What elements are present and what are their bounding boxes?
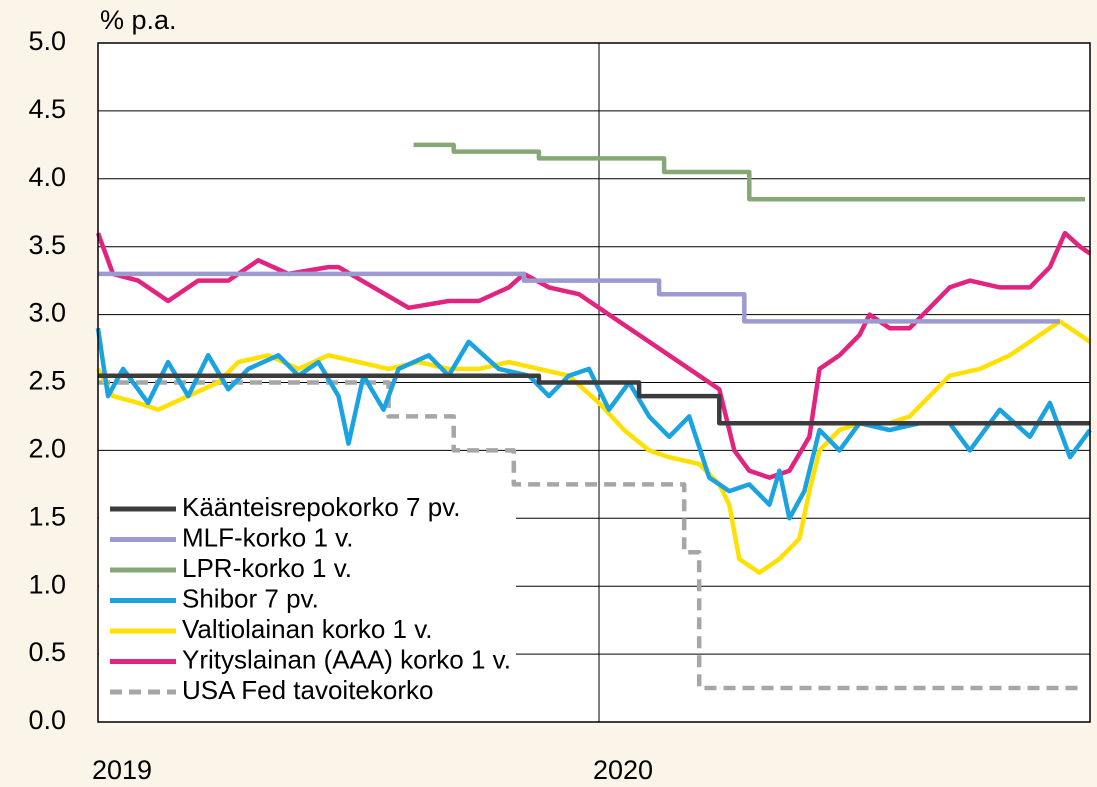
legend: Käänteisrepokorko 7 pv.MLF-korko 1 v.LPR… [99,491,516,708]
y-tick-label: 0.0 [28,705,66,735]
series-line [95,327,1092,521]
legend-label: Shibor 7 pv. [182,583,319,613]
y-tick-label: 4.0 [28,162,66,192]
y-tick-label: 4.5 [28,94,66,124]
y-tick-label: 1.0 [28,569,66,599]
legend-label: USA Fed tavoitekorko [182,675,433,705]
legend-label: MLF-korko 1 v. [182,522,353,552]
series-line [98,380,1080,691]
y-axis-label: % p.a. [100,5,177,35]
series-line [98,271,1060,324]
x-tick-label: 2020 [593,755,653,785]
series-line [96,319,1092,575]
y-tick-label: 0.5 [28,637,66,667]
series-line [98,373,1090,426]
legend-label: LPR-korko 1 v. [182,553,352,583]
legend-label: Käänteisrepokorko 7 pv. [182,492,460,522]
x-tick-label: 2019 [92,755,152,785]
y-tick-label: 3.0 [28,298,66,328]
y-tick-label: 1.5 [28,501,66,531]
plot-border [97,42,1091,723]
legend-label: Yrityslainan (AAA) korko 1 v. [182,644,511,674]
legend-label: Valtiolainan korko 1 v. [182,614,433,644]
y-tick-label: 2.0 [28,434,66,464]
y-tick-label: 3.5 [28,230,66,260]
y-tick-label: 2.5 [28,366,66,396]
series-line [413,142,1085,202]
y-tick-label: 5.0 [28,26,66,56]
